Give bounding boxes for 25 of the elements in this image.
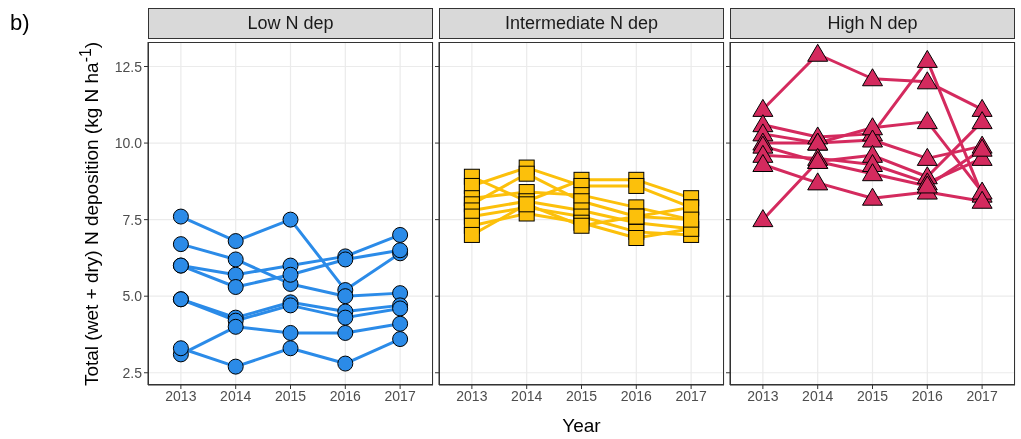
x-tick-label: 2016: [911, 387, 944, 404]
x-tick-label: 2017: [966, 387, 998, 404]
x-axis-title: Year: [562, 415, 602, 436]
x-tick-label: 2015: [856, 387, 889, 404]
y-tick-label: 5.0: [122, 288, 143, 305]
x-tick-label: 2017: [384, 387, 416, 404]
x-tick-label: 2014: [511, 387, 543, 404]
x-tick-label: 2014: [802, 387, 834, 404]
x-tick-label: 2013: [747, 387, 779, 404]
chart-title: High N dep: [730, 8, 1015, 39]
x-tick-label: 2016: [329, 387, 362, 404]
x-tick-label: 2017: [675, 387, 707, 404]
y-tick-label: 2.5: [122, 364, 143, 381]
x-tick-label: 2014: [220, 387, 252, 404]
text: b): [10, 10, 30, 36]
x-tick-label: 2013: [165, 387, 197, 404]
x-tick-label: 2013: [456, 387, 488, 404]
y-tick-label: 7.5: [122, 211, 143, 228]
x-tick-label: 2016: [620, 387, 653, 404]
chart-title: Low N dep: [148, 8, 433, 39]
chart-title: Intermediate N dep: [439, 8, 724, 39]
y-tick-label: 12.5: [114, 58, 143, 75]
x-tick-label: 2015: [565, 387, 598, 404]
x-tick-label: 2015: [274, 387, 307, 404]
y-tick-label: 10.0: [114, 135, 143, 152]
